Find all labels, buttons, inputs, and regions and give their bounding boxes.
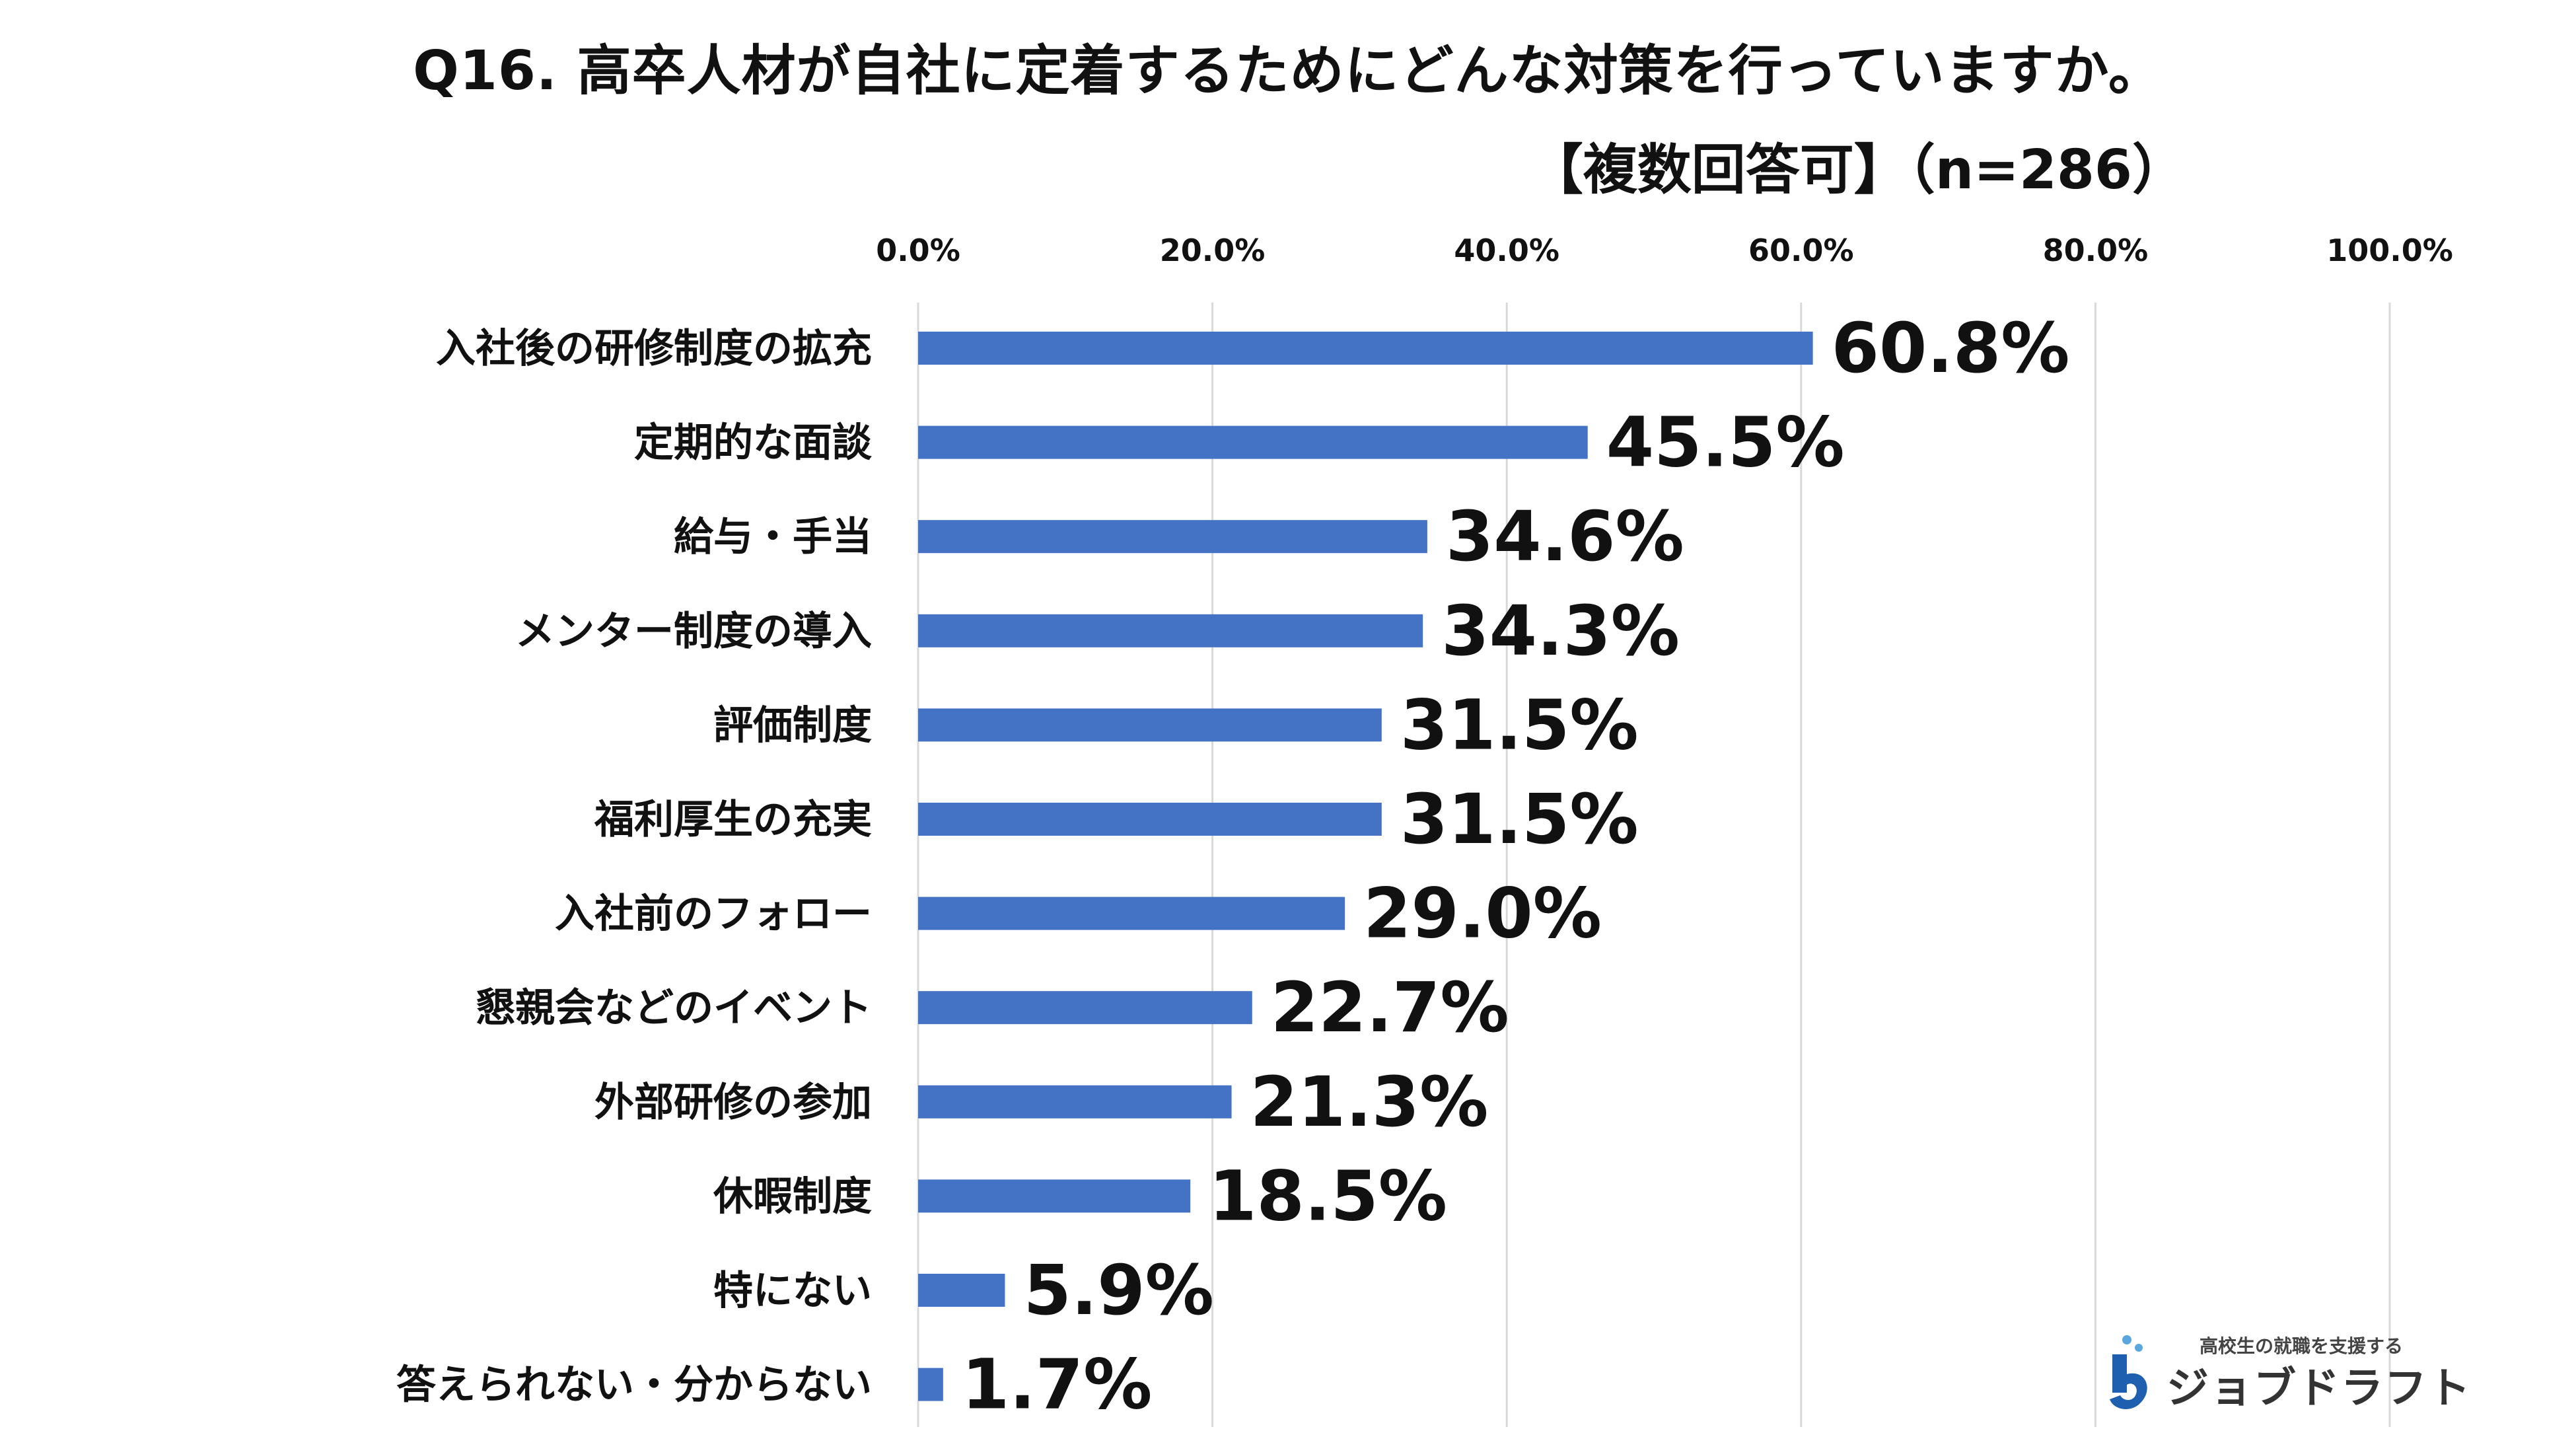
category-label: 特にない xyxy=(713,1268,872,1314)
bar xyxy=(918,332,1813,365)
bar xyxy=(918,803,1382,836)
category-label: 外部研修の参加 xyxy=(594,1080,872,1126)
logo-mark-icon xyxy=(2110,1335,2147,1409)
bars xyxy=(918,332,1813,1401)
category-label: 給与・手当 xyxy=(674,514,872,560)
value-label: 34.6% xyxy=(1446,496,1684,577)
value-label: 45.5% xyxy=(1606,402,1845,483)
value-label: 60.8% xyxy=(1832,308,2070,388)
category-label: 福利厚生の充実 xyxy=(594,797,872,843)
logo-name: ジョブドラフト xyxy=(2166,1364,2472,1413)
category-label: 評価制度 xyxy=(713,702,872,749)
category-label: メンター制度の導入 xyxy=(515,608,872,655)
x-tick-label: 80.0% xyxy=(2043,233,2149,268)
bar xyxy=(918,991,1252,1025)
bar xyxy=(918,1085,1232,1118)
value-label: 1.7% xyxy=(962,1344,1152,1425)
value-label: 22.7% xyxy=(1271,967,1509,1048)
value-label: 31.5% xyxy=(1400,779,1639,860)
x-tick-label: 0.0% xyxy=(876,233,960,268)
bar xyxy=(918,708,1382,742)
value-labels: 60.8% 45.5% 34.6% 34.3% 31.5% 31.5% 29.0% 22.7%… xyxy=(962,308,2070,1425)
bar xyxy=(918,897,1345,930)
category-label: 入社前のフォロー xyxy=(555,891,872,937)
x-tick-label: 100.0% xyxy=(2326,233,2453,268)
value-label: 31.5% xyxy=(1400,684,1639,765)
category-label: 休暇制度 xyxy=(713,1173,872,1220)
x-axis-ticks: 0.0% 20.0% 40.0% 60.0% 80.0% 100.0% xyxy=(876,233,2453,268)
jobdraft-logo: 高校生の就職を支援する ジョブドラフト xyxy=(2100,1328,2470,1420)
gridlines xyxy=(917,303,2391,1427)
bar xyxy=(918,1368,943,1401)
category-label: 入社後の研修制度の拡充 xyxy=(436,326,872,372)
x-tick-label: 60.0% xyxy=(1748,233,1854,268)
chart-title: Q16. 高卒人材が自社に定着するためにどんな対策を行っていますか。 xyxy=(413,40,2163,102)
x-tick-label: 20.0% xyxy=(1160,233,1266,268)
bar xyxy=(918,1274,1005,1307)
category-label: 懇親会などのイベント xyxy=(476,985,872,1031)
bar xyxy=(918,520,1427,554)
bar xyxy=(918,1179,1191,1213)
value-label: 5.9% xyxy=(1023,1250,1213,1331)
x-tick-label: 40.0% xyxy=(1454,233,1559,268)
chart-subtitle: 【複数回答可】（n=286） xyxy=(1528,139,2186,202)
bar xyxy=(918,425,1588,459)
value-label: 21.3% xyxy=(1250,1062,1489,1142)
category-labels: 入社後の研修制度の拡充定期的な面談給与・手当メンター制度の導入評価制度福利厚生の… xyxy=(396,326,872,1409)
value-label: 29.0% xyxy=(1363,873,1602,954)
logo-tagline: 高校生の就職を支援する xyxy=(2200,1335,2404,1357)
value-label: 18.5% xyxy=(1209,1155,1447,1236)
category-label: 定期的な面談 xyxy=(634,420,872,466)
category-label: 答えられない・分からない xyxy=(396,1362,872,1409)
bar xyxy=(918,614,1423,647)
value-label: 34.3% xyxy=(1441,591,1680,671)
